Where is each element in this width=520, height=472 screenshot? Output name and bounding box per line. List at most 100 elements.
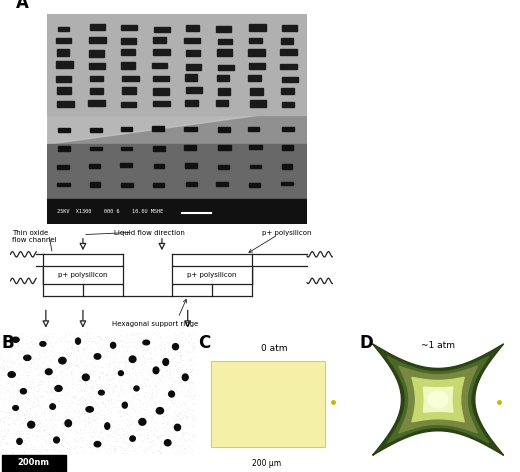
Point	[89, 417, 98, 425]
Point	[62, 438, 70, 446]
Point	[4, 379, 12, 387]
Point	[98, 407, 106, 414]
Point	[20, 367, 28, 374]
Point	[55, 442, 63, 449]
Point	[31, 399, 39, 406]
Point	[54, 372, 62, 379]
Point	[176, 352, 185, 360]
Point	[178, 340, 187, 348]
Point	[181, 413, 190, 421]
Point	[152, 367, 161, 375]
Point	[164, 346, 173, 354]
Point	[177, 446, 186, 453]
Point	[103, 432, 111, 440]
Point	[145, 342, 153, 350]
Point	[156, 445, 164, 452]
Point	[160, 360, 168, 368]
Point	[121, 430, 129, 438]
Point	[1, 354, 9, 362]
Point	[144, 403, 152, 411]
Point	[106, 444, 114, 452]
Point	[5, 334, 13, 341]
Point	[160, 399, 168, 407]
Point	[138, 388, 146, 396]
Point	[114, 379, 122, 386]
Point	[36, 428, 44, 436]
Point	[111, 382, 120, 389]
Point	[168, 381, 177, 388]
Point	[44, 434, 52, 442]
Point	[35, 378, 44, 386]
Point	[104, 407, 112, 415]
Point	[15, 375, 23, 382]
Point	[190, 396, 198, 404]
Point	[81, 347, 89, 354]
Point	[118, 344, 126, 351]
Point	[29, 424, 37, 431]
Point	[179, 425, 188, 432]
Point	[106, 446, 114, 453]
Point	[89, 333, 97, 340]
Point	[130, 350, 138, 358]
Point	[138, 339, 146, 347]
Point	[16, 439, 24, 447]
Point	[34, 332, 43, 340]
Point	[66, 403, 74, 410]
Point	[59, 398, 67, 406]
Point	[117, 374, 125, 381]
Point	[162, 405, 171, 413]
Ellipse shape	[134, 386, 139, 391]
Point	[127, 346, 136, 354]
Point	[46, 413, 55, 420]
Point	[28, 337, 36, 345]
Point	[172, 337, 180, 345]
Point	[153, 424, 162, 432]
Point	[74, 347, 83, 355]
Point	[148, 375, 156, 382]
Point	[5, 421, 14, 429]
Point	[12, 403, 21, 410]
Point	[127, 413, 135, 420]
Point	[168, 346, 176, 354]
Point	[147, 371, 155, 379]
Point	[146, 393, 154, 400]
Point	[93, 442, 101, 449]
Bar	[217, 75, 229, 81]
Point	[145, 382, 153, 390]
Point	[107, 442, 115, 450]
Point	[138, 350, 147, 357]
Point	[157, 357, 165, 365]
Point	[57, 391, 65, 399]
Point	[167, 374, 175, 382]
Point	[96, 416, 105, 423]
Point	[84, 429, 92, 436]
Point	[149, 416, 157, 423]
Point	[1, 396, 9, 404]
Point	[32, 395, 41, 402]
Point	[144, 367, 152, 375]
Point	[162, 350, 170, 357]
Point	[44, 371, 52, 378]
Point	[14, 423, 22, 430]
Point	[26, 377, 34, 385]
Point	[186, 381, 194, 389]
Point	[153, 332, 161, 339]
Point	[14, 339, 22, 346]
Point	[92, 437, 100, 445]
Point	[157, 353, 165, 360]
Point	[77, 431, 85, 438]
Point	[162, 359, 171, 366]
Point	[150, 346, 159, 353]
Point	[103, 405, 111, 412]
Point	[122, 343, 131, 351]
Point	[148, 450, 157, 457]
Point	[17, 371, 25, 379]
Point	[159, 411, 167, 419]
Point	[54, 358, 62, 365]
Point	[0, 371, 8, 379]
Point	[71, 349, 79, 357]
Point	[69, 381, 77, 388]
Point	[122, 364, 131, 372]
Point	[132, 371, 140, 379]
Point	[31, 408, 40, 416]
